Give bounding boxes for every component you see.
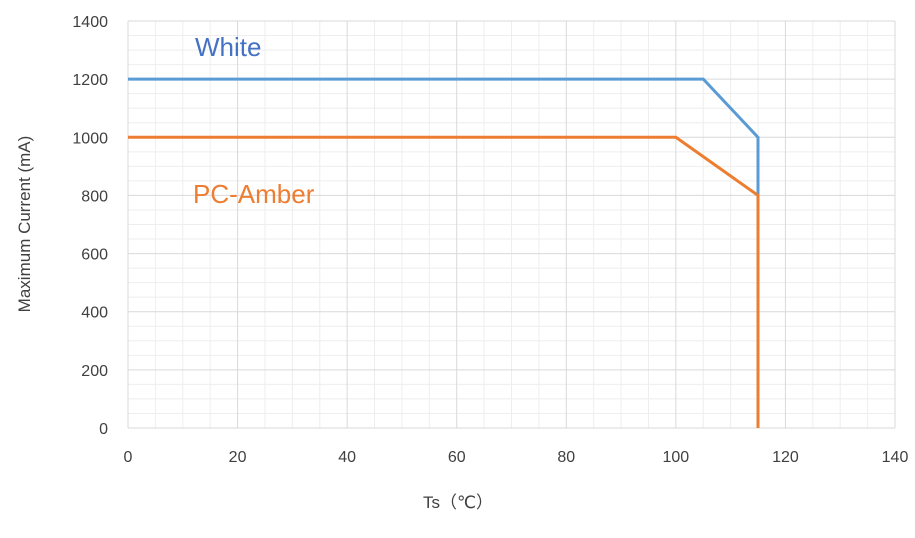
x-tick-label: 100	[663, 449, 690, 466]
y-tick-label: 800	[81, 188, 108, 205]
x-tick-label: 80	[557, 449, 575, 466]
x-tick-label: 140	[882, 449, 909, 466]
x-axis-label: Ts（℃）	[423, 493, 493, 512]
series-lines	[128, 77, 760, 428]
y-tick-label: 1400	[72, 14, 108, 31]
series-label-pc-amber: PC-Amber	[193, 179, 315, 209]
series-line-pc-amber	[128, 135, 760, 428]
y-tick-label: 600	[81, 247, 108, 264]
x-tick-labels: 0 20 40 60 80 100 120 140	[124, 449, 909, 466]
grid-minor	[128, 21, 895, 428]
x-tick-label: 40	[338, 449, 356, 466]
y-tick-label: 0	[99, 421, 108, 438]
series-line-white	[128, 77, 760, 196]
y-tick-label: 200	[81, 363, 108, 380]
y-tick-label: 1200	[72, 72, 108, 89]
series-labels: White PC-Amber	[193, 32, 315, 209]
x-tick-label: 120	[772, 449, 799, 466]
y-tick-label: 400	[81, 305, 108, 322]
x-tick-label: 20	[229, 449, 247, 466]
y-axis-label: Maximum Current (mA)	[15, 136, 34, 313]
y-tick-labels: 0 200 400 600 800 1000 1200 1400	[72, 14, 108, 438]
x-tick-label: 60	[448, 449, 466, 466]
series-label-white: White	[195, 32, 261, 62]
x-tick-label: 0	[124, 449, 133, 466]
y-tick-label: 1000	[72, 130, 108, 147]
